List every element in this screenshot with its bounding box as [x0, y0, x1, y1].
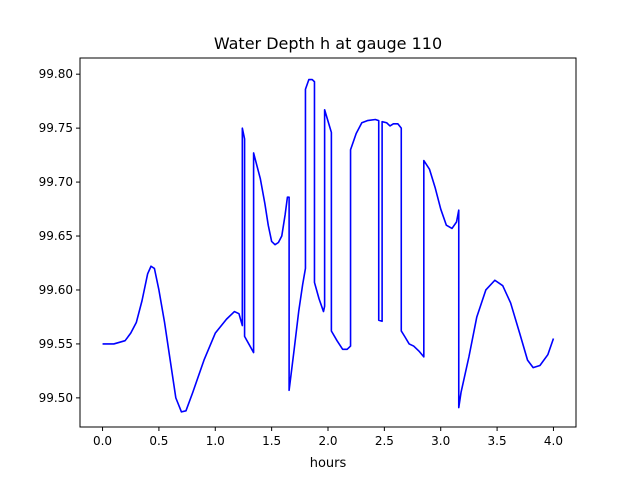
y-tick-label: 99.60 — [39, 283, 73, 297]
x-tick-label: 2.0 — [318, 434, 337, 448]
x-tick-label: 0.0 — [93, 434, 112, 448]
x-tick-label: 4.0 — [544, 434, 563, 448]
x-tick-label: 2.5 — [375, 434, 394, 448]
y-tick-label: 99.70 — [39, 175, 73, 189]
x-tick-label: 3.5 — [488, 434, 507, 448]
y-tick-label: 99.55 — [39, 337, 73, 351]
y-tick-label: 99.75 — [39, 121, 73, 135]
y-tick-label: 99.50 — [39, 391, 73, 405]
y-tick-label: 99.65 — [39, 229, 73, 243]
x-axis-label: hours — [310, 456, 347, 471]
x-tick-label: 3.0 — [431, 434, 450, 448]
x-tick-label: 1.5 — [262, 434, 281, 448]
y-tick-label: 99.80 — [39, 67, 73, 81]
x-tick-label: 0.5 — [149, 434, 168, 448]
x-tick-label: 1.0 — [206, 434, 225, 448]
chart-title: Water Depth h at gauge 110 — [214, 34, 442, 53]
